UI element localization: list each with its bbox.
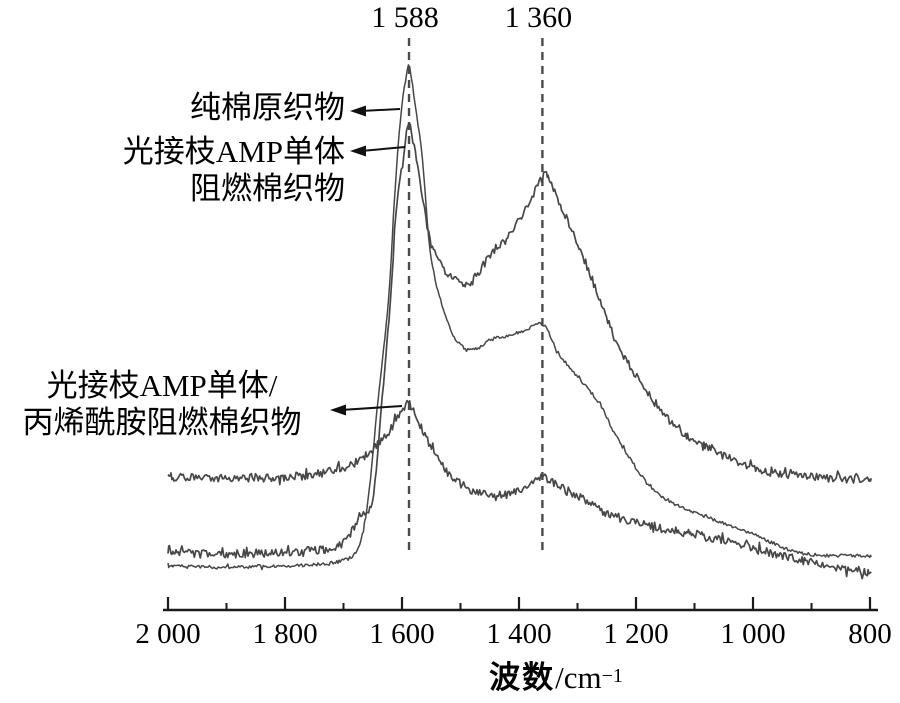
spectrum-curve-3 [167, 399, 872, 580]
annotation-amp-monomer-line1: 光接枝AMP单体 [122, 134, 345, 169]
x-tick-label-1800: 1 800 [252, 618, 318, 650]
x-tick-label-1600: 1 600 [369, 618, 435, 650]
annotation-arrow-head-pure-cotton [350, 105, 366, 117]
annotation-amp-acrylamide-line1: 光接枝AMP单体/ [46, 368, 278, 403]
x-axis-title-unit: /cm [555, 660, 602, 695]
x-axis-title-cjk: 波数 [489, 660, 556, 695]
annotation-arrow-line-amp-acrylamide [340, 405, 403, 411]
annotation-amp-monomer-line2: 阻燃棉织物 [190, 171, 345, 206]
annotation-arrow-head-amp-monomer [350, 145, 366, 157]
x-axis-title-exponent: −1 [601, 665, 623, 687]
spectrum-curve-1 [167, 64, 872, 571]
x-tick-label-2000: 2 000 [135, 618, 201, 650]
x-axis-title: 波数/cm−1 [489, 652, 623, 697]
annotation-amp-acrylamide-line2: 丙烯酰胺阻燃棉织物 [22, 405, 302, 440]
annotation-arrow-line-pure-cotton [360, 108, 401, 112]
annotation-arrow-head-amp-acrylamide [330, 404, 346, 416]
peak-label-1360: 1 360 [504, 1, 573, 34]
x-tick-label-800: 800 [848, 618, 892, 650]
annotation-pure-cotton: 纯棉原织物 [190, 89, 345, 126]
annotation-amp-acrylamide: 光接枝AMP单体/ 丙烯酰胺阻燃棉织物 [0, 367, 324, 441]
x-tick-label-1000: 1 000 [720, 618, 786, 650]
annotation-pure-cotton-line1: 纯棉原织物 [190, 90, 345, 125]
annotation-amp-monomer: 光接枝AMP单体 阻燃棉织物 [123, 133, 345, 207]
x-tick-label-1200: 1 200 [603, 618, 669, 650]
peak-label-1588: 1 588 [371, 1, 439, 34]
annotation-arrow-line-amp-monomer [360, 146, 406, 152]
x-tick-label-1400: 1 400 [486, 618, 552, 650]
spectrum-curve-2 [167, 122, 873, 559]
